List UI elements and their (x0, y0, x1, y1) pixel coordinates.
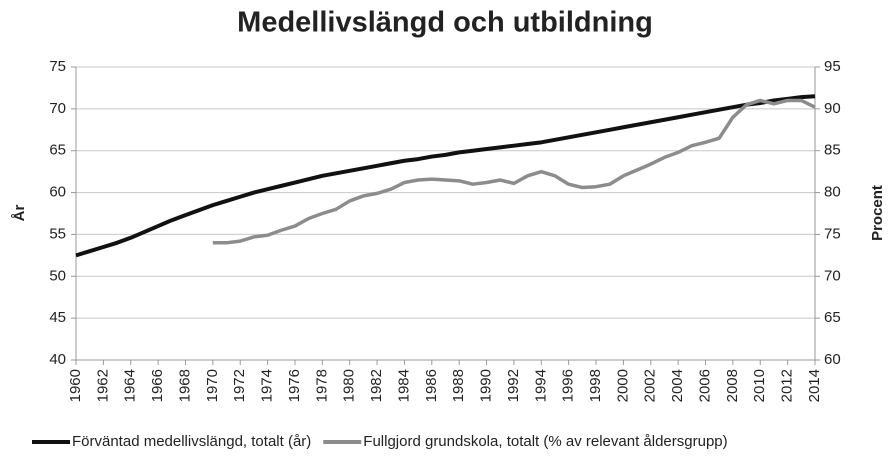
x-tick-label: 2000 (614, 369, 631, 402)
x-tick-label: 2012 (779, 369, 796, 402)
x-tick-label: 1994 (532, 369, 549, 402)
y-axis-title: År (11, 205, 28, 222)
x-tick-label: 1988 (450, 369, 467, 402)
y2-tick-label: 85 (824, 142, 841, 159)
x-tick-label: 2008 (724, 369, 741, 402)
x-tick-label: 1970 (204, 369, 221, 402)
y2-tick-label: 70 (824, 267, 841, 284)
x-tick-label: 1986 (423, 369, 440, 402)
x-tick-label: 1980 (341, 369, 358, 402)
y2-tick-label: 65 (824, 309, 841, 326)
series-line (212, 98, 816, 245)
x-tick-label: 2002 (642, 369, 659, 402)
x-tick-label: 1998 (587, 369, 604, 402)
legend-label: Fullgjord grundskola, totalt (% av relev… (363, 433, 727, 450)
y2-axis-title: Procent (869, 185, 886, 241)
x-tick-label: 1964 (122, 369, 139, 402)
y-tick-label: 65 (49, 142, 66, 159)
legend-label: Förväntad medellivslängd, totalt (år) (72, 433, 311, 450)
y-tick-label: 75 (49, 58, 66, 75)
x-tick-label: 1976 (286, 369, 303, 402)
y-tick-label: 60 (49, 184, 66, 201)
x-tick-label: 1984 (395, 369, 412, 402)
x-tick-label: 1966 (149, 369, 166, 402)
x-tick-label: 1974 (259, 369, 276, 402)
x-tick-label: 1962 (94, 369, 111, 402)
series-line (75, 94, 816, 258)
x-tick-label: 2010 (751, 369, 768, 402)
x-tick-label: 1990 (478, 369, 495, 402)
y2-tick-label: 95 (824, 58, 841, 75)
y-tick-label: 50 (49, 267, 66, 284)
y-tick-label: 40 (49, 351, 66, 368)
y-tick-label: 45 (49, 309, 66, 326)
x-tick-label: 2014 (806, 369, 823, 402)
chart-title: Medellivslängd och utbildning (237, 7, 653, 39)
x-tick-label: 1992 (505, 369, 522, 402)
y2-tick-label: 80 (824, 184, 841, 201)
x-tick-label: 1996 (560, 369, 577, 402)
x-tick-label: 1968 (176, 369, 193, 402)
x-tick-label: 1960 (67, 369, 84, 402)
x-tick-label: 1978 (313, 369, 330, 402)
y2-tick-label: 90 (824, 100, 841, 117)
x-tick-label: 2004 (669, 369, 686, 402)
y2-tick-label: 60 (824, 351, 841, 368)
y-tick-label: 70 (49, 100, 66, 117)
x-tick-label: 2006 (696, 369, 713, 402)
x-tick-label: 1972 (231, 369, 248, 402)
y2-tick-label: 75 (824, 225, 841, 242)
y-tick-label: 55 (49, 225, 66, 242)
x-tick-label: 1982 (368, 369, 385, 402)
